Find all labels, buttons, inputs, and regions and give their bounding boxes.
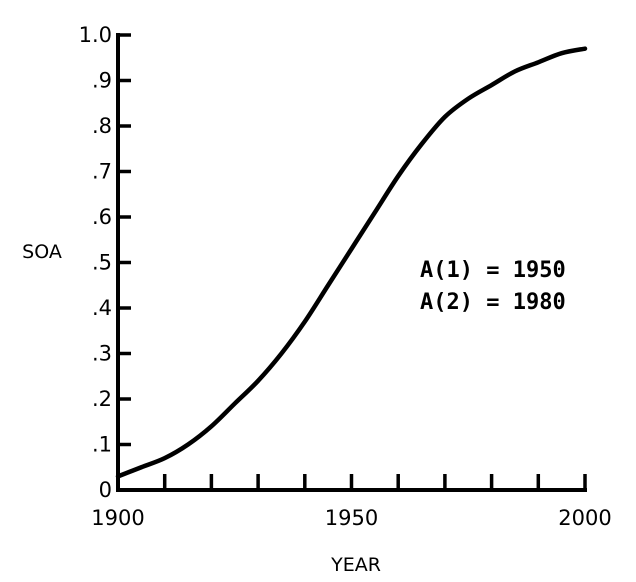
annotation-a2: A(2) = 1980 [420, 290, 566, 315]
y-axis-label: SOA [22, 241, 62, 263]
series-line [115, 46, 588, 479]
annotation-a1: A(1) = 1950 [420, 258, 566, 283]
y-tick-label: 1.0 [79, 23, 112, 47]
y-tick-label: .7 [92, 160, 112, 184]
x-tick-label: 1900 [91, 506, 144, 530]
x-tick-label: 1950 [325, 506, 378, 530]
y-tick-label: .8 [92, 114, 112, 138]
y-tick-label: .9 [92, 69, 112, 93]
y-tick-label: 0 [99, 478, 112, 502]
y-tick-label: .6 [92, 205, 112, 229]
y-tick-label: .3 [92, 342, 112, 366]
y-tick-label: .4 [92, 296, 112, 320]
y-tick-label: .1 [92, 433, 112, 457]
x-tick-label: 2000 [558, 506, 611, 530]
ticks [118, 33, 587, 490]
x-axis-label: YEAR [330, 554, 381, 576]
y-tick-label: .2 [92, 387, 112, 411]
series [115, 46, 588, 479]
y-tick-label: .5 [92, 251, 112, 275]
tick-labels: 0 .1 .2 .3 .4 .5 .6 .7 .8 .9 1.0 1900 1950 2000 [79, 23, 612, 530]
